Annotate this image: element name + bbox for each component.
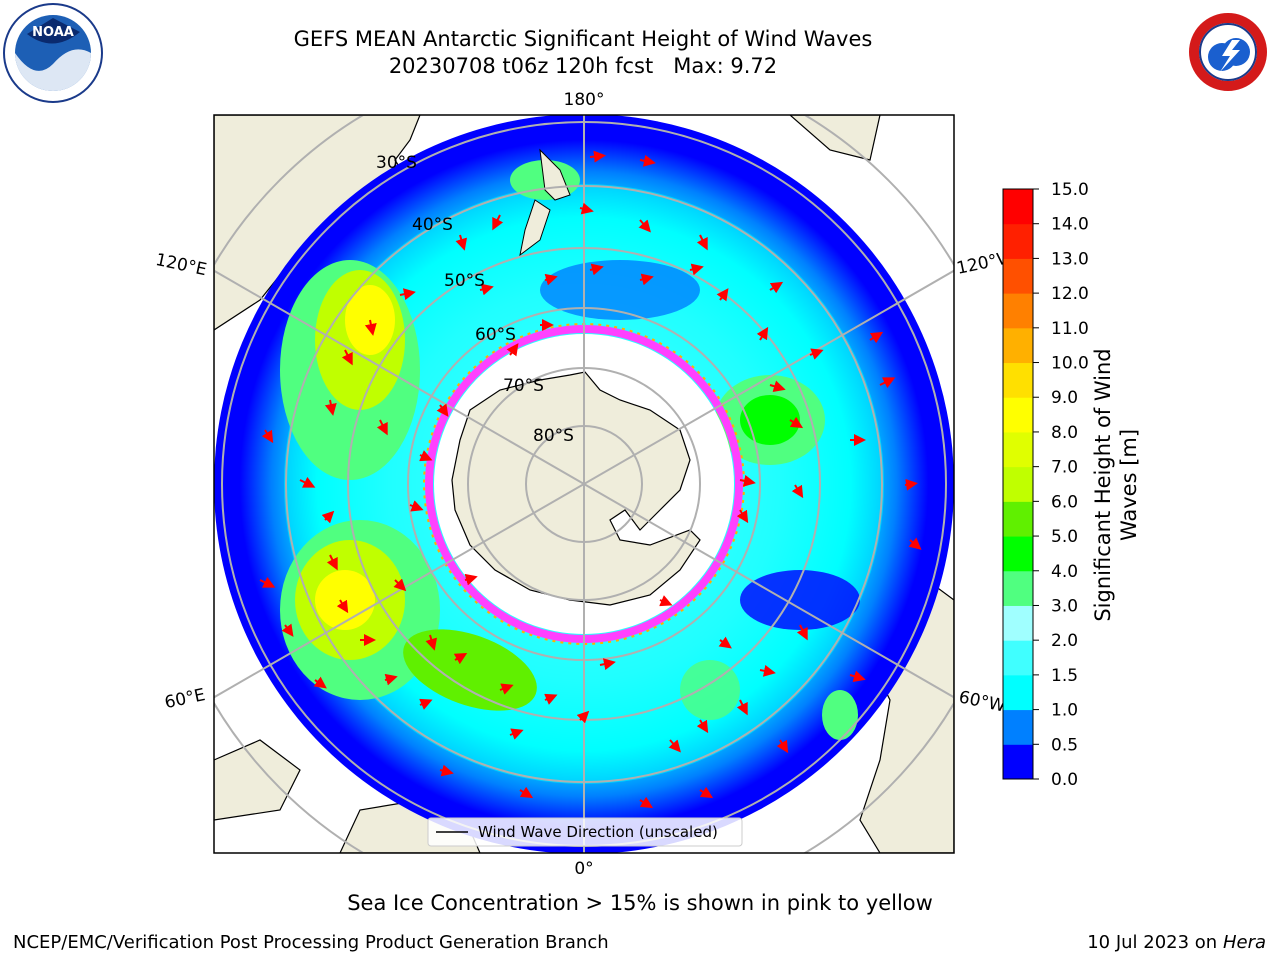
colorbar-segment bbox=[1003, 570, 1033, 606]
lon-label-60e: 60°E bbox=[163, 685, 207, 713]
colorbar-tick-label: 10.0 bbox=[1051, 354, 1089, 374]
colorbar-tick-label: 14.0 bbox=[1051, 215, 1089, 235]
lat-label-50s: 50°S bbox=[444, 271, 485, 291]
colorbar-segment bbox=[1003, 258, 1033, 294]
colorbar-tick-label: 11.0 bbox=[1051, 319, 1089, 339]
colorbar-tick-label: 12.0 bbox=[1051, 284, 1089, 304]
colorbar-tick-label: 2.0 bbox=[1051, 631, 1078, 651]
colorbar-tick-label: 1.5 bbox=[1051, 666, 1078, 686]
colorbar: 0.0 0.5 1.0 1.5 2.0 3.0 4.0 5.0 6.0 7.0 8.0 9.0 10.0… bbox=[1002, 180, 1089, 790]
colorbar-segment bbox=[1003, 709, 1033, 745]
colorbar-tick-label: 13.0 bbox=[1051, 249, 1089, 269]
chart-subtitle: 20230708 t06z 120h fcst Max: 9.72 bbox=[388, 54, 778, 78]
colorbar-segment bbox=[1003, 223, 1033, 259]
lat-label-60s: 60°S bbox=[475, 325, 516, 345]
colorbar-segment bbox=[1003, 397, 1033, 433]
lon-label-0: 0° bbox=[574, 859, 593, 879]
colorbar-tick-label: 5.0 bbox=[1051, 527, 1078, 547]
colorbar-tick-label: 0.5 bbox=[1051, 735, 1078, 755]
colorbar-border bbox=[1002, 188, 1034, 780]
nws-logo-text: NATIONAL WEATHER SERVICE bbox=[1191, 8, 1265, 14]
footer-credit: NCEP/EMC/Verification Post Processing Pr… bbox=[13, 932, 609, 953]
colorbar-segment bbox=[1003, 466, 1033, 502]
colorbar-tick-label: 7.0 bbox=[1051, 458, 1078, 478]
colorbar-segment bbox=[1003, 674, 1033, 711]
chart-title: GEFS MEAN Antarctic Significant Height o… bbox=[293, 27, 873, 51]
colorbar-segment bbox=[1003, 431, 1033, 468]
colorbar-segment bbox=[1003, 189, 1033, 225]
lon-label-120e: 120°E bbox=[154, 250, 209, 280]
colorbar-tick-label: 9.0 bbox=[1051, 388, 1078, 408]
noaa-logo: NOAA bbox=[3, 3, 103, 103]
colorbar-tick-label: 4.0 bbox=[1051, 562, 1078, 582]
colorbar-segment bbox=[1003, 362, 1033, 398]
colorbar-tick-label: 0.0 bbox=[1051, 770, 1078, 790]
sea-ice-caption: Sea Ice Concentration > 15% is shown in … bbox=[347, 891, 933, 915]
legend-label: Wind Wave Direction (unscaled) bbox=[478, 823, 718, 841]
wind-wave-arrows bbox=[259, 150, 922, 809]
colorbar-segment bbox=[1003, 327, 1033, 364]
colorbar-segment bbox=[1003, 640, 1033, 676]
lat-label-30s: 30°S bbox=[376, 153, 417, 173]
colorbar-segment bbox=[1003, 536, 1033, 572]
lat-label-40s: 40°S bbox=[412, 215, 453, 235]
colorbar-tick-label: 1.0 bbox=[1051, 701, 1078, 721]
colorbar-segment bbox=[1003, 744, 1033, 780]
map-legend: Wind Wave Direction (unscaled) bbox=[427, 817, 743, 847]
colorbar-tick-label: 3.0 bbox=[1051, 596, 1078, 616]
colorbar-segment bbox=[1003, 293, 1033, 329]
lat-label-80s: 80°S bbox=[533, 426, 574, 446]
colorbar-tick-label: 15.0 bbox=[1051, 180, 1089, 200]
colorbar-tick-label: 6.0 bbox=[1051, 492, 1078, 512]
footer-date: 10 Jul 2023 on Hera bbox=[1087, 932, 1266, 953]
latitude-labels: 30°S 40°S 50°S 60°S 70°S 80°S bbox=[376, 153, 574, 446]
lat-label-70s: 70°S bbox=[503, 376, 544, 396]
colorbar-tick-label: 8.0 bbox=[1051, 423, 1078, 443]
noaa-logo-text: NOAA bbox=[32, 25, 74, 40]
footer-machine: Hera bbox=[1222, 932, 1266, 953]
nws-logo: NATIONAL WEATHER SERVICE bbox=[1180, 4, 1276, 100]
colorbar-segment bbox=[1003, 605, 1033, 641]
colorbar-segment bbox=[1003, 501, 1033, 537]
lon-label-60w: 60°W bbox=[957, 687, 1007, 716]
lon-label-180: 180° bbox=[564, 90, 605, 110]
